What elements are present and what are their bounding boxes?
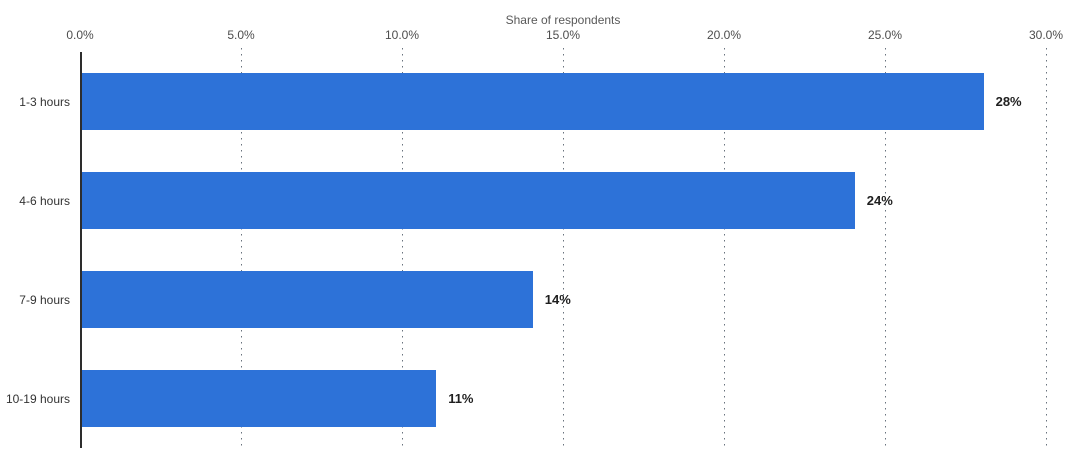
bar-row: 1-3 hours 28% [0, 52, 1080, 151]
bar-value-label: 14% [544, 292, 571, 307]
category-label: 1-3 hours [19, 94, 70, 109]
gridline [563, 48, 564, 450]
bar-row: 10-19 hours 11% [0, 349, 1080, 448]
bar [82, 172, 855, 229]
bar-value-label: 24% [866, 193, 893, 208]
category-label: 7-9 hours [19, 292, 70, 307]
gridline [885, 48, 886, 450]
x-tick-label: 30.0% [1028, 28, 1064, 42]
gridline [402, 48, 403, 450]
bar [82, 271, 533, 328]
bar [82, 370, 437, 427]
x-tick-label: 0.0% [66, 28, 94, 42]
bar-value-label: 28% [995, 94, 1022, 109]
bar-row: 4-6 hours 24% [0, 151, 1080, 250]
x-tick-label: 5.0% [227, 28, 255, 42]
category-label: 4-6 hours [19, 193, 70, 208]
gridline [724, 48, 725, 450]
x-tick-label: 15.0% [545, 28, 581, 42]
x-tick-label: 20.0% [706, 28, 742, 42]
gridline [1046, 48, 1047, 450]
bar [82, 73, 984, 130]
x-tick-label: 25.0% [867, 28, 903, 42]
category-label: 10-19 hours [5, 391, 70, 406]
bar-value-label: 11% [448, 391, 474, 406]
x-tick-label: 10.0% [384, 28, 420, 42]
y-axis-line [80, 52, 82, 448]
gridline [241, 48, 242, 450]
bar-row: 7-9 hours 14% [0, 250, 1080, 349]
chart-title: Share of respondents [505, 13, 621, 27]
